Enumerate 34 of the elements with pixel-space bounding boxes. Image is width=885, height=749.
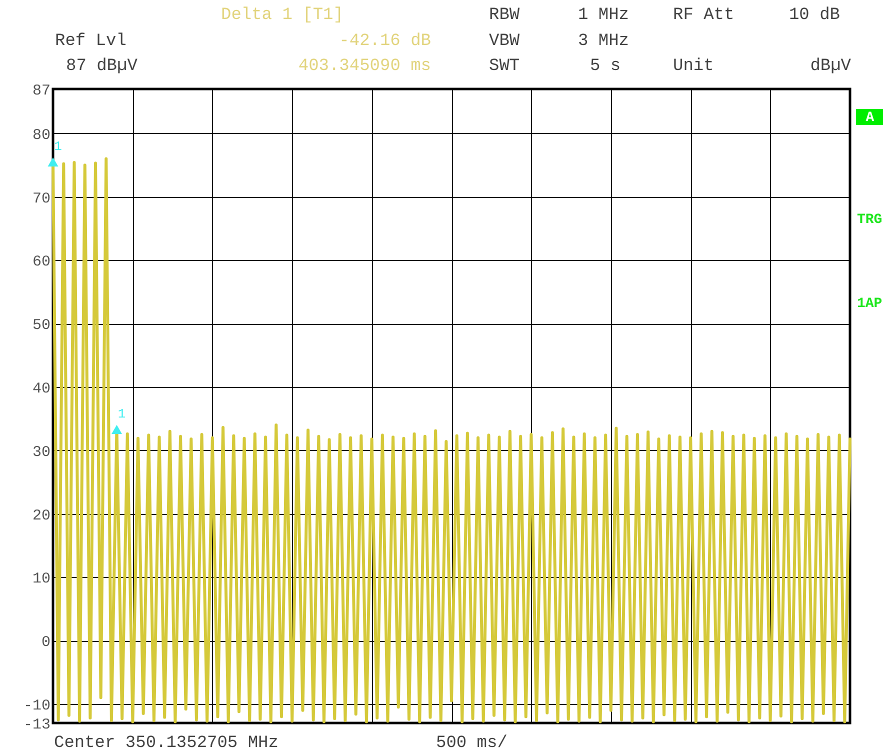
text: -42.16 dB <box>339 32 431 51</box>
text: TRG <box>857 212 882 228</box>
text: 403.345090 ms <box>298 57 431 76</box>
series-label: 1 <box>54 138 62 154</box>
series-label: 1 <box>118 406 126 422</box>
text: Center 350.1352705 MHz <box>54 734 278 749</box>
text: 1AP <box>857 296 882 312</box>
text: 3 MHz <box>578 32 630 51</box>
y-tick-label: -10 <box>23 697 50 714</box>
y-tick-label: 70 <box>32 190 50 208</box>
text: SWT <box>489 57 520 76</box>
y-tick-label: 50 <box>32 317 50 334</box>
y-tick-label: 10 <box>32 570 50 588</box>
text: RF Att <box>673 6 734 25</box>
text: VBW <box>489 32 520 51</box>
y-tick-label: 80 <box>32 126 50 144</box>
text: Unit <box>673 57 714 76</box>
text: 10 dB <box>788 6 840 25</box>
text: 5 s <box>590 57 621 76</box>
text: Delta 1 [T1] <box>221 6 344 25</box>
text: dBµV <box>810 57 852 76</box>
text: 1 MHz <box>578 6 630 25</box>
y-tick-label: 30 <box>32 444 50 461</box>
text: 87 dBµV <box>66 57 138 76</box>
y-tick-label: -13 <box>23 716 50 734</box>
text: 500 ms/ <box>436 734 508 749</box>
y-tick-label: 60 <box>32 254 50 271</box>
text: A <box>866 110 875 126</box>
y-tick-label: 0 <box>41 634 50 652</box>
y-tick-label: 20 <box>32 507 50 524</box>
y-tick-label: 40 <box>32 380 50 398</box>
text: RBW <box>489 6 520 25</box>
text: Ref Lvl <box>55 32 126 51</box>
y-tick-label: 87 <box>32 82 50 100</box>
